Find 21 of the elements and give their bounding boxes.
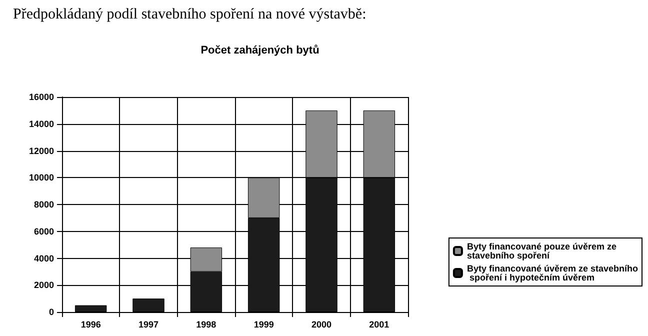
- bar: [74, 305, 107, 312]
- legend-label: Byty financované pouze úvěrem ze stavebního spoření: [466, 242, 619, 260]
- y-tick-label: 12000: [28, 146, 54, 156]
- y-tick-label: 4000: [34, 253, 54, 264]
- x-tick-label: 2001: [369, 320, 390, 330]
- y-tick-label: 14000: [28, 118, 54, 129]
- bar: [132, 298, 164, 312]
- y-tick-label: 0: [48, 307, 54, 317]
- y-tick-label: 16000: [28, 92, 54, 102]
- x-tick-label: 1996: [80, 320, 101, 330]
- text: Předpokládaný podíl stavebního spoření na nové výstavbě:: [13, 6, 366, 22]
- legend-label: Byty financované úvěrem ze stavebního spoření i hypotečním úvěrem: [466, 264, 638, 282]
- x-tick-label: 1997: [138, 320, 159, 330]
- chart-title: Počet zahájených bytů: [200, 44, 320, 56]
- x-tick-label: 1999: [254, 320, 274, 330]
- y-tick-label: 6000: [34, 226, 54, 236]
- x-tick-label: 2000: [311, 320, 332, 330]
- y-tick-label: 10000: [28, 172, 54, 183]
- x-tick-label: 1998: [196, 320, 216, 330]
- y-tick-label: 8000: [34, 200, 54, 210]
- y-tick-label: 2000: [34, 280, 54, 290]
